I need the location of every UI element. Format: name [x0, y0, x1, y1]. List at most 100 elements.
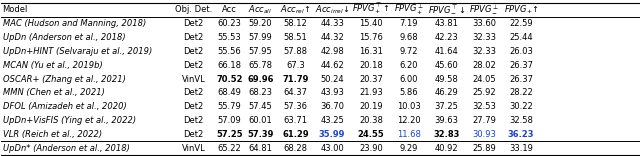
Text: 20.37: 20.37: [359, 75, 383, 83]
Text: VinVL: VinVL: [182, 75, 205, 83]
Text: 25.44: 25.44: [509, 33, 533, 42]
Text: 20.18: 20.18: [359, 61, 383, 70]
Text: 64.81: 64.81: [249, 144, 273, 153]
Text: VLR (Reich et al., 2022): VLR (Reich et al., 2022): [3, 130, 102, 139]
Text: Det2: Det2: [184, 88, 204, 97]
Text: UpDn (Anderson et al., 2018): UpDn (Anderson et al., 2018): [3, 33, 125, 42]
Text: VinVL: VinVL: [182, 144, 205, 153]
Text: 55.53: 55.53: [218, 33, 241, 42]
Text: 65.22: 65.22: [218, 144, 241, 153]
Text: 27.79: 27.79: [472, 116, 496, 125]
Text: $FPVG_{-}^{\bot}$: $FPVG_{-}^{\bot}$: [469, 4, 499, 16]
Text: 65.78: 65.78: [248, 61, 273, 70]
Text: 9.72: 9.72: [399, 47, 418, 56]
Text: 68.49: 68.49: [218, 88, 241, 97]
Text: Model: Model: [3, 5, 28, 14]
Text: 36.70: 36.70: [320, 102, 344, 111]
Text: 61.29: 61.29: [282, 130, 309, 139]
Text: 6.20: 6.20: [399, 61, 418, 70]
Text: 16.31: 16.31: [359, 47, 383, 56]
Text: 58.12: 58.12: [284, 19, 308, 28]
Text: 50.24: 50.24: [321, 75, 344, 83]
Text: 63.71: 63.71: [284, 116, 308, 125]
Text: 55.79: 55.79: [218, 102, 241, 111]
Text: 12.20: 12.20: [397, 116, 420, 125]
Text: 68.23: 68.23: [248, 88, 273, 97]
Text: 43.93: 43.93: [320, 88, 344, 97]
Text: 33.60: 33.60: [472, 19, 496, 28]
Text: 49.58: 49.58: [435, 75, 458, 83]
Text: Det2: Det2: [184, 102, 204, 111]
Text: 20.38: 20.38: [359, 116, 383, 125]
Text: 44.33: 44.33: [320, 19, 344, 28]
Text: 45.60: 45.60: [435, 61, 458, 70]
Text: Det2: Det2: [184, 19, 204, 28]
Text: 24.05: 24.05: [472, 75, 496, 83]
Text: $Acc_{all}$: $Acc_{all}$: [248, 3, 273, 16]
Text: 30.93: 30.93: [472, 130, 496, 139]
Text: 57.09: 57.09: [218, 116, 241, 125]
Text: 22.59: 22.59: [509, 19, 533, 28]
Text: 9.68: 9.68: [399, 33, 418, 42]
Text: 64.37: 64.37: [284, 88, 308, 97]
Text: 32.33: 32.33: [472, 47, 496, 56]
Text: $FPVG_{+}^{\top}$↑: $FPVG_{+}^{\top}$↑: [352, 2, 390, 17]
Text: 57.25: 57.25: [216, 130, 243, 139]
Text: Obj. Det.: Obj. Det.: [175, 5, 212, 14]
Text: 6.00: 6.00: [399, 75, 418, 83]
Text: 26.03: 26.03: [509, 47, 533, 56]
Text: 60.01: 60.01: [249, 116, 273, 125]
Text: 39.63: 39.63: [435, 116, 458, 125]
Text: 26.37: 26.37: [509, 75, 533, 83]
Text: 41.64: 41.64: [435, 47, 458, 56]
Text: 43.25: 43.25: [320, 116, 344, 125]
Text: 57.88: 57.88: [284, 47, 308, 56]
Text: Det2: Det2: [184, 130, 204, 139]
Text: 57.99: 57.99: [249, 33, 273, 42]
Text: 71.79: 71.79: [282, 75, 309, 83]
Text: $FPVG_{-}^{\top}$↓: $FPVG_{-}^{\top}$↓: [428, 3, 465, 16]
Text: $FPVG_{+}$↑: $FPVG_{+}$↑: [504, 3, 538, 16]
Text: 55.56: 55.56: [218, 47, 241, 56]
Text: 57.95: 57.95: [249, 47, 273, 56]
Text: UpDn* (Anderson et al., 2018): UpDn* (Anderson et al., 2018): [3, 144, 129, 153]
Text: 35.99: 35.99: [319, 130, 346, 139]
Text: 26.37: 26.37: [509, 61, 533, 70]
Text: 43.00: 43.00: [320, 144, 344, 153]
Text: 59.20: 59.20: [249, 19, 273, 28]
Text: 11.68: 11.68: [397, 130, 420, 139]
Text: 66.18: 66.18: [218, 61, 241, 70]
Text: DFOL (Amizadeh et al., 2020): DFOL (Amizadeh et al., 2020): [3, 102, 126, 111]
Text: 7.19: 7.19: [399, 19, 418, 28]
Text: $Acc_{rel}$↑: $Acc_{rel}$↑: [280, 3, 311, 16]
Text: Det2: Det2: [184, 61, 204, 70]
Text: MMN (Chen et al., 2021): MMN (Chen et al., 2021): [3, 88, 104, 97]
Text: Det2: Det2: [184, 116, 204, 125]
Text: UpDn+HINT (Selvaraju et al., 2019): UpDn+HINT (Selvaraju et al., 2019): [3, 47, 152, 56]
Text: 23.90: 23.90: [359, 144, 383, 153]
Text: 67.3: 67.3: [286, 61, 305, 70]
Text: 33.19: 33.19: [509, 144, 533, 153]
Text: 68.28: 68.28: [284, 144, 308, 153]
Text: 28.02: 28.02: [472, 61, 496, 70]
Text: 10.03: 10.03: [397, 102, 420, 111]
Text: 44.32: 44.32: [320, 33, 344, 42]
Text: 15.76: 15.76: [359, 33, 383, 42]
Text: 57.45: 57.45: [249, 102, 273, 111]
Text: Acc: Acc: [222, 5, 237, 14]
Text: 60.23: 60.23: [218, 19, 241, 28]
Text: 69.96: 69.96: [247, 75, 274, 83]
Text: MAC (Hudson and Manning, 2018): MAC (Hudson and Manning, 2018): [3, 19, 146, 28]
Text: OSCAR+ (Zhang et al., 2021): OSCAR+ (Zhang et al., 2021): [3, 75, 125, 83]
Text: Det2: Det2: [184, 47, 204, 56]
Text: 32.83: 32.83: [433, 130, 460, 139]
Text: 58.51: 58.51: [284, 33, 308, 42]
Text: 25.89: 25.89: [472, 144, 496, 153]
Text: 5.86: 5.86: [399, 88, 418, 97]
Text: 37.25: 37.25: [435, 102, 458, 111]
Text: 57.39: 57.39: [248, 130, 274, 139]
Text: Det2: Det2: [184, 33, 204, 42]
Text: 44.62: 44.62: [320, 61, 344, 70]
Text: 43.81: 43.81: [435, 19, 458, 28]
Text: 70.52: 70.52: [216, 75, 243, 83]
